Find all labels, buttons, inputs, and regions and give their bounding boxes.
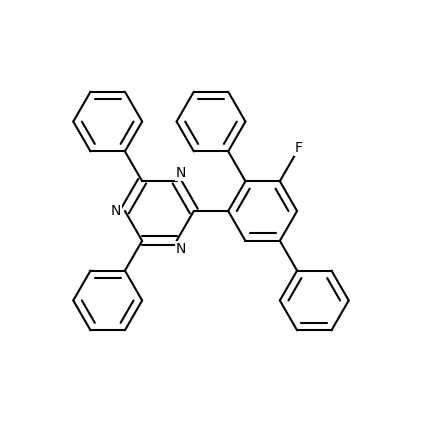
Text: N: N xyxy=(111,204,121,218)
Text: F: F xyxy=(295,141,303,155)
Text: N: N xyxy=(176,166,187,180)
Text: N: N xyxy=(176,242,187,256)
